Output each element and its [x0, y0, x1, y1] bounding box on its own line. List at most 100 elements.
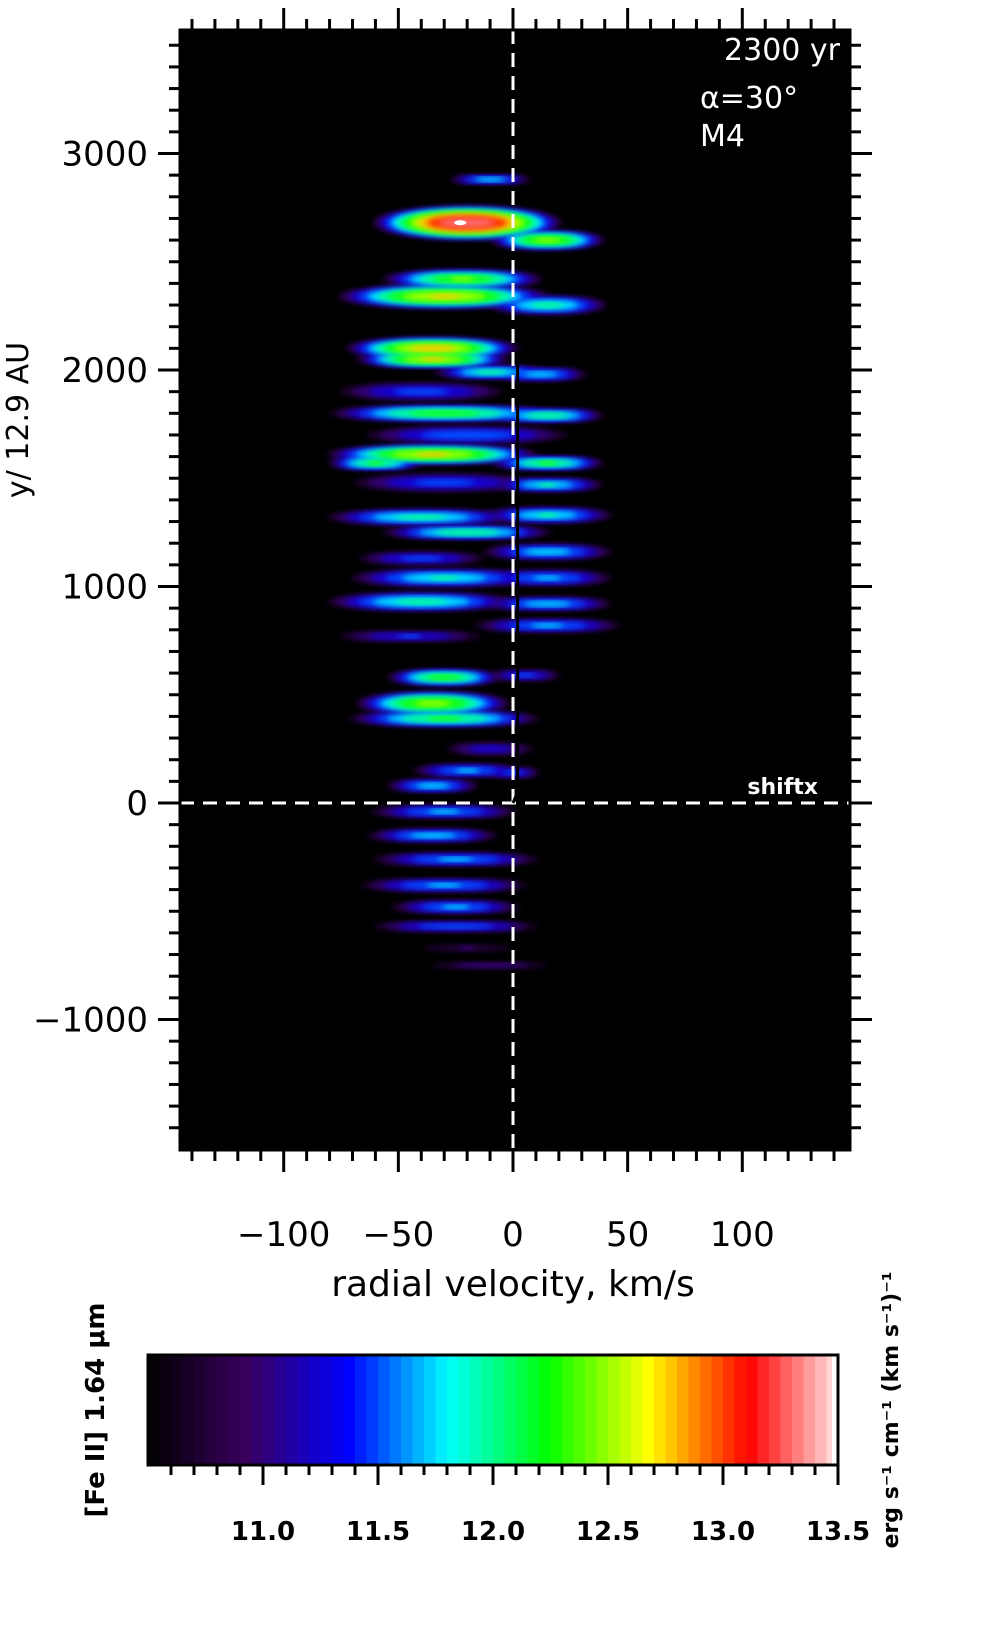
colorbar-segment: [642, 1355, 655, 1465]
colorbar-segment: [585, 1355, 598, 1465]
colorbar-segment: [780, 1355, 793, 1465]
main-axis-ticks: [158, 8, 872, 1172]
emission-blob: [409, 833, 457, 838]
emission-layer: [325, 174, 622, 969]
colorbar-gradient: [148, 1355, 839, 1465]
emission-blob: [451, 962, 529, 968]
emission-blob: [428, 809, 461, 814]
colorbar-segment: [217, 1355, 230, 1465]
emission-blob: [458, 946, 476, 951]
colorbar-segment: [182, 1355, 195, 1465]
colorbar-label-left: [Fe II] 1.64 μm: [81, 1303, 111, 1518]
colorbar-segment: [435, 1355, 448, 1465]
colorbar-segment: [309, 1355, 322, 1465]
colorbar-segment: [654, 1355, 667, 1465]
emission-blob: [438, 217, 496, 228]
colorbar-segment: [228, 1355, 241, 1465]
colorbar-segment: [401, 1355, 414, 1465]
colorbar-segment: [148, 1355, 161, 1465]
emission-blob: [366, 461, 385, 466]
colorbar-segment: [205, 1355, 218, 1465]
emission-blob: [420, 430, 514, 440]
colorbar-segment: [332, 1355, 345, 1465]
emission-blob: [530, 302, 564, 308]
emission-blob: [468, 745, 512, 752]
y-tick-label: −1000: [33, 1001, 148, 1041]
colorbar-segment: [251, 1355, 264, 1465]
colorbar-segment: [297, 1355, 310, 1465]
colorbar-segment: [159, 1355, 172, 1465]
emission-blob: [413, 479, 476, 486]
emission-blob: [398, 634, 422, 639]
colorbar-segment: [700, 1355, 713, 1465]
emission-blob: [533, 237, 561, 243]
y-tick-label: 1000: [61, 568, 148, 608]
colorbar-segment: [424, 1355, 437, 1465]
colorbar-segment: [366, 1355, 379, 1465]
annotation-time: 2300 yr: [724, 33, 841, 68]
colorbar-segment: [619, 1355, 632, 1465]
colorbar-segment: [470, 1355, 483, 1465]
colorbar-segment: [343, 1355, 356, 1465]
emission-blob: [395, 515, 448, 520]
colorbar-tick-label: 12.0: [461, 1517, 525, 1547]
colorbar-segment: [734, 1355, 747, 1465]
emission-blob: [538, 482, 557, 487]
emission-blob: [427, 294, 461, 299]
shiftx-curve: [511, 351, 575, 804]
colorbar-segment: [274, 1355, 287, 1465]
emission-blob: [414, 700, 451, 707]
annotation-angle: α=30°: [700, 81, 798, 116]
emission-blob: [523, 601, 571, 607]
colorbar-segment: [527, 1355, 540, 1465]
annotation-shiftx: shiftx: [747, 775, 818, 800]
x-tick-label: 50: [606, 1215, 649, 1255]
colorbar-segment: [355, 1355, 368, 1465]
colorbar-segment: [757, 1355, 770, 1465]
colorbar-segment: [378, 1355, 391, 1465]
colorbar-segment: [815, 1355, 828, 1465]
emission-blob: [474, 370, 506, 375]
colorbar-segment: [447, 1355, 460, 1465]
emission-blob: [415, 783, 450, 789]
emission-blob: [417, 923, 494, 929]
plot-frame: [178, 28, 852, 1152]
emission-blob: [523, 548, 571, 555]
colorbar-tick-labels: 11.0 11.5 12.0 12.5 13.0 13.5: [231, 1517, 870, 1547]
colorbar-segment: [539, 1355, 552, 1465]
colorbar-segment: [286, 1355, 299, 1465]
colorbar-segment: [792, 1355, 805, 1465]
emission-blob: [531, 623, 564, 628]
plot-area: [180, 30, 850, 1150]
colorbar-segment: [562, 1355, 575, 1465]
colorbar-segment: [631, 1355, 644, 1465]
emission-blob: [416, 452, 450, 457]
emission-blob: [455, 768, 480, 773]
colorbar-segment: [769, 1355, 782, 1465]
x-tick-label: 0: [502, 1215, 524, 1255]
colorbar-label-right: erg s⁻¹ cm⁻¹ (km s⁻¹)⁻¹: [879, 1272, 904, 1549]
emission-blob: [426, 675, 462, 680]
emission-blob: [429, 575, 459, 580]
colorbar-segment: [688, 1355, 701, 1465]
colorbar-segment: [723, 1355, 736, 1465]
y-tick-label: 3000: [61, 135, 148, 175]
emission-blob: [395, 599, 448, 605]
colorbar-tick-label: 12.5: [576, 1517, 640, 1547]
colorbar-segment: [481, 1355, 494, 1465]
emission-blob: [523, 371, 558, 377]
colorbar-segment: [677, 1355, 690, 1465]
colorbar-segment: [608, 1355, 621, 1465]
colorbar-segment: [711, 1355, 724, 1465]
emission-blob: [537, 513, 558, 518]
colorbar-tick-label: 13.5: [806, 1517, 870, 1547]
emission-blob: [450, 277, 475, 282]
emission-blob: [427, 716, 462, 721]
annotation-model: M4: [700, 119, 745, 154]
colorbar-segment: [263, 1355, 276, 1465]
emission-blob: [526, 412, 569, 419]
colorbar-tick-label: 11.5: [346, 1517, 410, 1547]
emission-blob: [533, 575, 562, 580]
emission-blob: [409, 410, 480, 416]
